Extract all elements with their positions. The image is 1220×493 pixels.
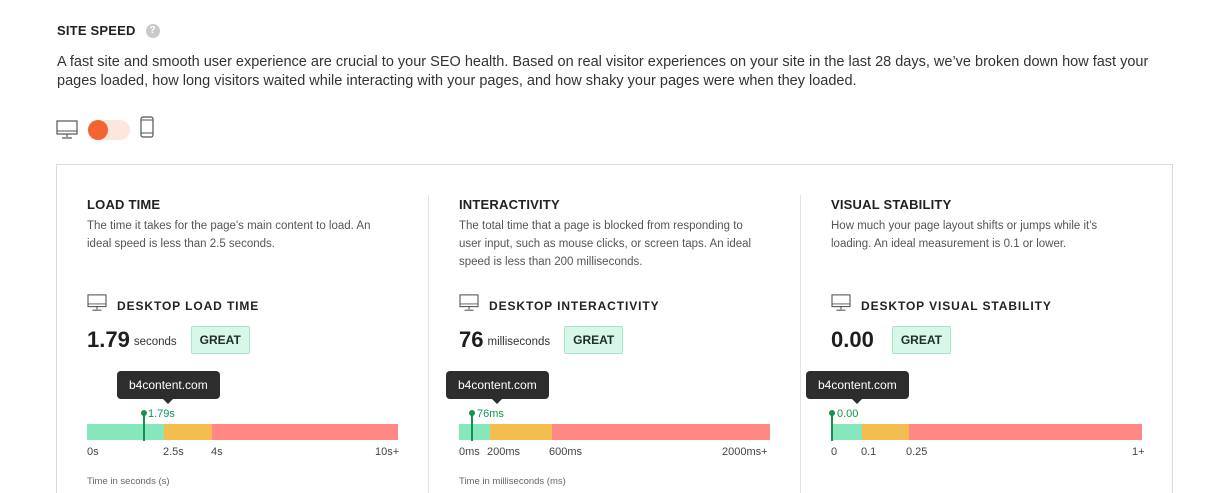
status-badge: GREAT [891,326,951,354]
tick-label: 0.25 [906,446,928,458]
range-good [831,424,862,440]
metric-subtitle: DESKTOP VISUAL STABILITY [831,294,1052,317]
tick-label: 4s [211,446,223,458]
metric-value: 0.00 [831,327,874,352]
range-needs-improvement [862,424,909,440]
tick-label: 2.5s [163,446,184,458]
metric-value-row: 76 milliseconds GREAT [459,326,624,354]
marker-value: 1.79s [148,408,175,420]
tick-label: 0 [831,446,838,458]
site-tooltip: b4content.com [806,371,909,404]
range-poor [212,424,398,440]
tick-label: 1+ [1132,446,1145,458]
device-switch[interactable] [88,119,130,140]
metric-title: LOAD TIME [87,197,161,212]
help-icon[interactable]: ? [145,23,160,38]
axis-note: Time in seconds (s) [87,476,170,487]
metric-title: INTERACTIVITY [459,197,560,212]
metric-subtitle-label: DESKTOP LOAD TIME [117,298,260,313]
metric-value-row: 0.00 GREAT [831,326,951,354]
site-tooltip: b4content.com [446,371,549,404]
device-toggle [56,116,154,143]
range-needs-improvement [490,424,552,440]
tick-label: 200ms [487,446,521,458]
range-bar [831,424,1142,440]
section-description: A fast site and smooth user experience a… [57,54,1149,89]
marker-value: 0.00 [837,408,859,420]
column-divider [800,195,801,493]
range-bar [459,424,770,440]
range-good [459,424,490,440]
column-divider [428,195,429,493]
desktop-monitor-icon [87,294,107,317]
marker-line [143,414,145,441]
mobile-phone-icon[interactable] [140,116,154,143]
metric-interactivity: INTERACTIVITY The total time that a page… [446,164,789,493]
tick-label: 0s [87,446,99,458]
marker-line [831,414,833,441]
marker-dot [829,410,835,416]
metric-description: The time it takes for the page's main co… [87,220,371,250]
metric-description: How much your page layout shifts or jump… [831,220,1098,250]
marker-value: 76ms [477,408,504,420]
metric-unit: seconds [133,335,177,348]
range-needs-improvement [164,424,212,440]
metric-value-row: 1.79 seconds GREAT [87,326,250,354]
metric-value: 1.79 [87,327,130,352]
range-poor [909,424,1142,440]
range-good [87,424,164,440]
site-tooltip: b4content.com [117,371,220,404]
marker-dot [469,410,475,416]
axis-note: Time in milliseconds (ms) [459,476,566,487]
range-poor [552,424,770,440]
tick-label: 0.1 [861,446,877,458]
metric-subtitle-label: DESKTOP VISUAL STABILITY [861,298,1052,313]
tick-label: 600ms [549,446,583,458]
marker-line [471,414,473,441]
metric-visual-stability: VISUAL STABILITY How much your page layo… [806,164,1161,493]
device-switch-knob [88,119,108,140]
status-badge: GREAT [190,326,250,354]
section-header: SITE SPEED ? [57,23,160,38]
marker-dot [141,410,147,416]
status-badge: GREAT [564,326,624,354]
desktop-monitor-icon [459,294,479,317]
range-bar [87,424,398,440]
tick-label: 2000ms+ [722,446,768,458]
metric-load-time: LOAD TIME The time it takes for the page… [87,164,417,493]
metric-unit: milliseconds [487,335,551,348]
metric-value: 76 [459,327,484,352]
tick-label: 10s+ [375,446,400,458]
section-title: SITE SPEED [57,23,136,38]
metric-title: VISUAL STABILITY [831,197,952,212]
desktop-monitor-icon [831,294,851,317]
metric-subtitle: DESKTOP INTERACTIVITY [459,294,659,317]
tick-label: 0ms [459,446,480,458]
metric-subtitle-label: DESKTOP INTERACTIVITY [489,298,660,313]
metric-description: The total time that a page is blocked fr… [459,220,752,268]
metric-subtitle: DESKTOP LOAD TIME [87,294,259,317]
metrics-panel [56,164,1173,493]
desktop-monitor-icon[interactable] [56,119,78,140]
